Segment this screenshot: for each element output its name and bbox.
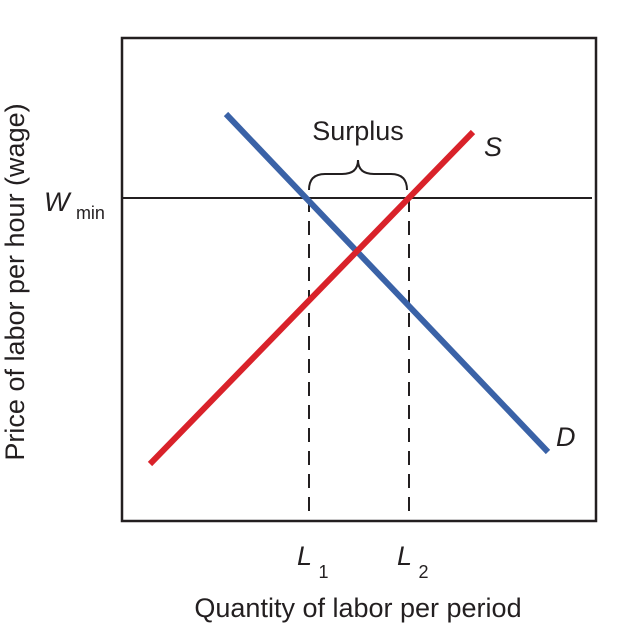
l1-main: L: [297, 541, 312, 571]
wage-floor-label: W min: [44, 187, 105, 223]
l1-label: L 1: [297, 541, 329, 582]
demand-label: D: [556, 422, 576, 452]
supply-label: S: [484, 132, 502, 162]
plot-frame: [120, 36, 598, 523]
wage-floor-main: W: [44, 187, 72, 217]
x-axis-label: Quantity of labor per period: [194, 593, 521, 623]
surplus-label: Surplus: [312, 116, 404, 146]
l2-label: L 2: [397, 541, 429, 582]
supply-curve: [147, 129, 476, 467]
demand-curve: [223, 111, 551, 455]
surplus-brace: [308, 159, 408, 191]
l2-main: L: [397, 541, 412, 571]
l1-sub: 1: [318, 562, 328, 582]
wage-floor-sub: min: [76, 203, 105, 223]
l2-sub: 2: [418, 562, 428, 582]
y-axis-label: Price of labor per hour (wage): [0, 103, 30, 460]
